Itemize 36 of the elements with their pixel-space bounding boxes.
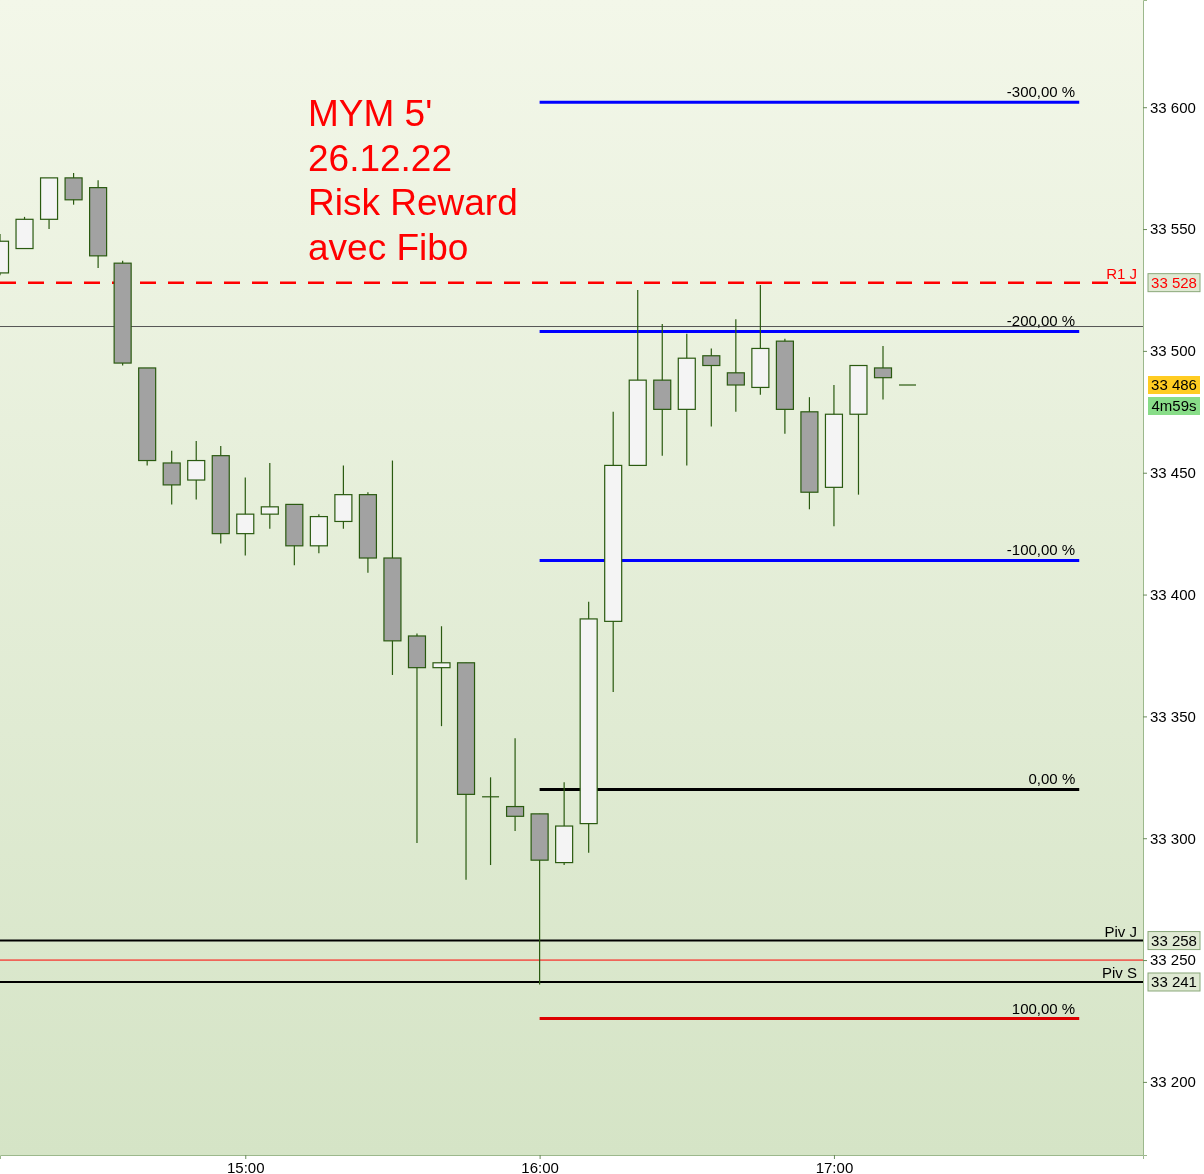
y-tick-label: 33 350 (1150, 707, 1196, 725)
x-tick-label: 15:00 (227, 1158, 265, 1174)
candlestick (873, 345, 893, 401)
candlestick (187, 440, 206, 501)
y-tick-label: 33 200 (1150, 1073, 1196, 1091)
y-tick-label: 33 400 (1150, 585, 1196, 603)
candlestick (236, 476, 255, 557)
annotation: -200,00 % (1006, 312, 1076, 330)
annotation: -100,00 % (1006, 541, 1076, 559)
annotation: 0,00 % (1028, 770, 1076, 788)
candlestick (726, 318, 745, 413)
y-tick-label: 33 600 (1150, 98, 1196, 116)
y-tick-label: 33 550 (1150, 220, 1196, 238)
text: 33 528 (1151, 273, 1197, 291)
y-tick-label: 33 250 (1150, 951, 1196, 969)
ref-line-label: R1 J (1106, 264, 1137, 282)
annotation: -300,00 % (1006, 83, 1076, 101)
candlestick (64, 172, 83, 206)
text: 33 258 (1151, 931, 1197, 949)
ref-line-label: Piv J (1104, 922, 1137, 940)
candlestick (505, 737, 525, 832)
annotation: 100,00 % (1011, 999, 1076, 1017)
candlestick (702, 347, 721, 428)
x-tick-label: 16:00 (521, 1158, 559, 1174)
y-tick-label: 33 300 (1150, 829, 1196, 847)
text: 33 486 (1151, 376, 1197, 393)
text: 4m59s (1151, 397, 1197, 414)
text: MYM 5' 26.12.22 Risk Reward avec Fibo (308, 93, 518, 268)
candlestick (432, 625, 451, 727)
candlestick (162, 450, 181, 505)
candlestick (260, 462, 279, 530)
ref-line-label: Piv S (1101, 963, 1137, 981)
y-tick-label: 33 500 (1150, 342, 1196, 360)
y-tick-label: 33 450 (1150, 464, 1196, 482)
x-tick-label: 17:00 (815, 1158, 854, 1174)
text: 33 241 (1151, 972, 1197, 990)
